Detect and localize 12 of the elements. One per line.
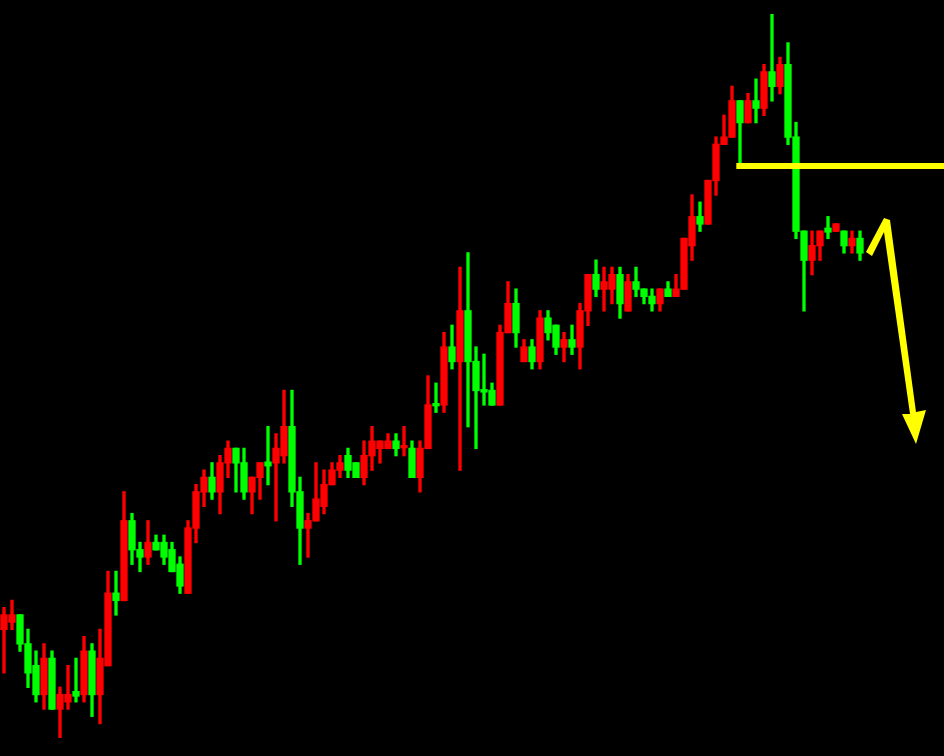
candlestick xyxy=(400,426,408,457)
candlestick xyxy=(112,570,120,616)
candlestick xyxy=(264,426,272,486)
candlestick xyxy=(456,266,464,471)
candlestick xyxy=(64,664,72,710)
candlestick xyxy=(0,607,8,674)
candlestick xyxy=(752,78,760,124)
candlestick xyxy=(72,657,80,703)
candlestick xyxy=(768,14,776,102)
candlestick xyxy=(600,266,608,312)
candlestick xyxy=(824,216,832,240)
candlestick xyxy=(432,382,440,413)
